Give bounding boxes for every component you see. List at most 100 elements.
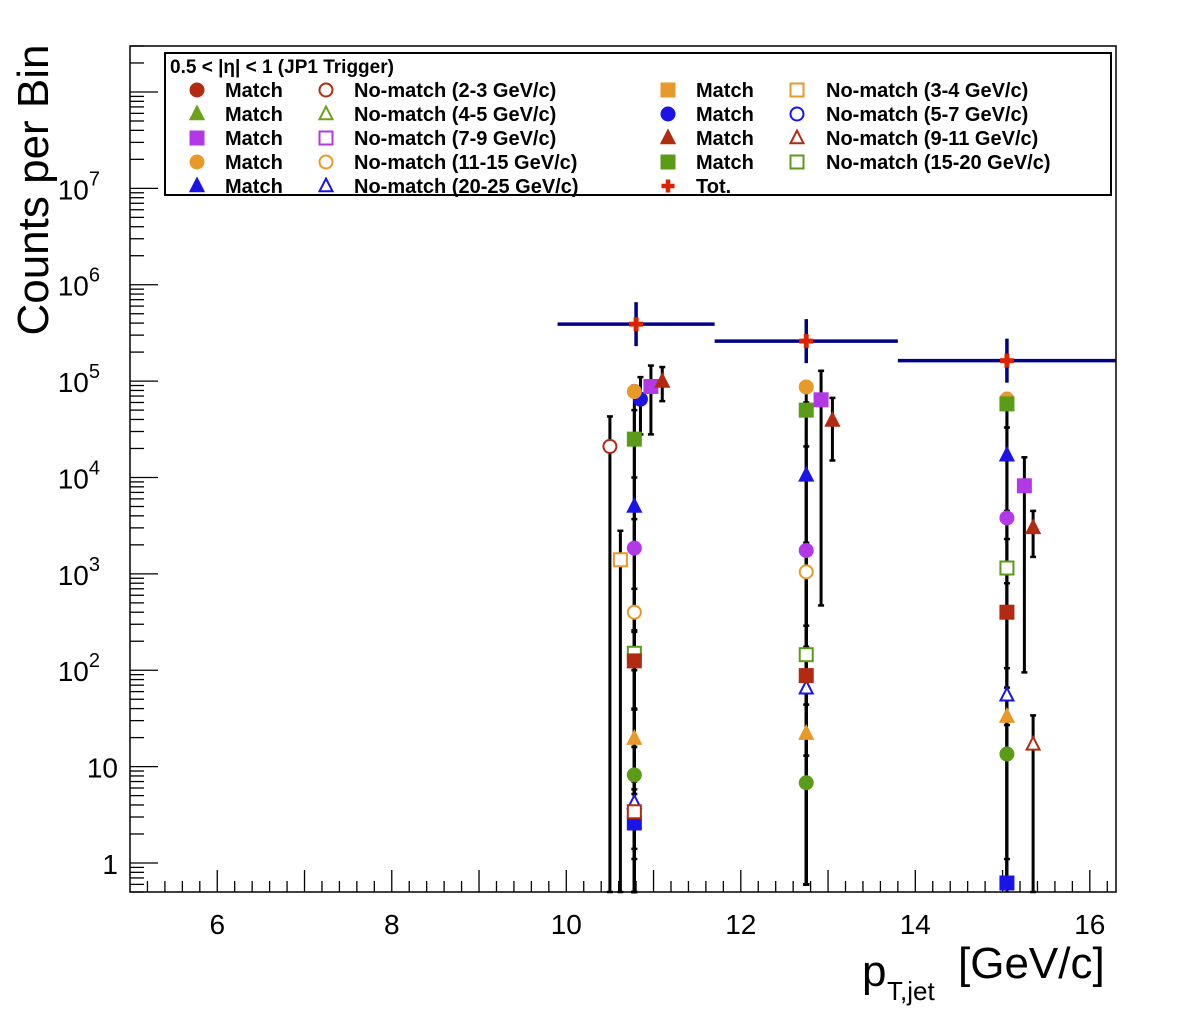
x-axis-title-unit: [GeV/c] [958,939,1105,988]
data-point-m57b [626,767,642,783]
legend-label: Tot. [696,176,731,198]
data-point-n34 [612,552,628,568]
data-point-n23 [602,438,618,454]
x-tick-label: 16 [1074,909,1105,940]
x-tick-label: 10 [551,909,582,940]
data-point-m1115b [999,510,1015,526]
legend-marker [660,154,676,170]
data-point-m1115b [626,540,642,556]
legend-marker [789,106,805,122]
legend-marker [789,82,805,98]
legend-marker [188,104,206,121]
data-point-m911 [1024,518,1042,535]
legend-title: 0.5 < |η| < 1 (JP1 Trigger) [170,57,394,78]
y-axis-title: Counts per Bin [9,44,58,335]
y-tick-label: 103 [58,554,100,591]
legend-label: Match [225,80,283,102]
legend-label: Match [225,152,283,174]
y-tick-label: 102 [58,650,100,687]
x-axis-title-symbol: p [862,947,886,996]
legend-marker [318,82,334,98]
x-tick-label: 6 [209,909,225,940]
data-point-m57b [798,775,814,791]
legend-marker [317,176,335,193]
data-point-m79 [1016,478,1032,494]
data-point-m34b [998,706,1016,723]
data-point-m1520 [798,402,814,418]
data-point-m23b [798,668,814,684]
legend-marker [189,82,205,98]
legend-box [164,52,1112,196]
legend-marker [661,179,675,193]
data-point-m2025 [998,445,1016,462]
axes: 6 8 10 12 14 16 1 10 102 103 104 105 106 107 [58,45,1117,940]
x-tick-label: 14 [900,909,931,940]
legend-marker [188,176,206,193]
legend-label: Match [225,176,283,198]
legend-label: Match [225,104,283,126]
legend-label: No-match (5-7 GeV/c) [826,104,1028,126]
legend-marker [189,154,205,170]
data-point-m34b [798,723,815,740]
data-point-m1520 [999,396,1015,412]
data-point-m57b [999,746,1015,762]
data-point-n2025 [998,685,1016,702]
legend-label: No-match (9-11 GeV/c) [826,128,1038,150]
data-point-m34b [626,728,643,745]
data-point-n1115 [626,604,642,620]
legend-marker [189,130,205,146]
x-tick-label: 12 [725,909,756,940]
x-axis-title-subscript: T,jet [887,976,935,1006]
y-tick-label: 105 [58,361,100,398]
legend-marker [317,104,335,121]
x-tick-label: 8 [384,909,400,940]
y-tick-label: 106 [58,265,100,302]
legend-marker [789,154,805,170]
legend-marker [318,154,334,170]
data-point-m2025 [798,465,815,482]
data-point-m23b [626,653,642,669]
legend-label: No-match (11-15 GeV/c) [354,152,577,174]
data-point-m911 [824,410,841,427]
legend-marker [660,106,676,122]
data-point-m1520 [626,431,642,447]
y-tick-label: 1 [102,849,118,880]
legend-marker-v [665,179,671,193]
legend: 0.5 < |η| < 1 (JP1 Trigger)MatchMatchMat… [164,52,1112,198]
data-point-m2025 [626,496,643,513]
data-point-n1520 [999,560,1015,576]
data-point-total-v [1004,353,1010,368]
legend-label: No-match (4-5 GeV/c) [354,104,556,126]
y-tick-label: 107 [58,168,100,205]
legend-label: No-match (7-9 GeV/c) [354,128,556,150]
data-point-m1115 [798,379,814,395]
data-point-total-v [803,334,809,349]
data-point-total [629,317,644,332]
data-point-m23b [999,604,1015,620]
legend-label: No-match (20-25 GeV/c) [354,176,579,198]
data-point-total [999,353,1014,368]
legend-label: Match [696,152,754,174]
legend-label: Match [696,80,754,102]
legend-marker [318,130,334,146]
legend-marker [788,128,806,145]
legend-label: No-match (15-20 GeV/c) [826,152,1051,174]
data-point-n1115 [798,564,814,580]
data-point-total [799,334,814,349]
x-axis-title: p T,jet [GeV/c] [862,939,1105,1006]
data-point-n1520 [798,647,814,663]
legend-marker [659,128,677,145]
data-point-total-v [633,317,639,332]
data-layer [557,302,1116,894]
data-point-n911 [1024,734,1042,751]
data-point-m79 [813,392,829,408]
legend-label: Match [696,128,754,150]
data-point-m1115b [798,542,814,558]
data-point-n2025 [798,678,815,695]
legend-label: Match [696,104,754,126]
data-point-m2025b [999,875,1015,891]
data-point-m1115 [626,384,642,400]
data-point-n23b [626,804,642,820]
